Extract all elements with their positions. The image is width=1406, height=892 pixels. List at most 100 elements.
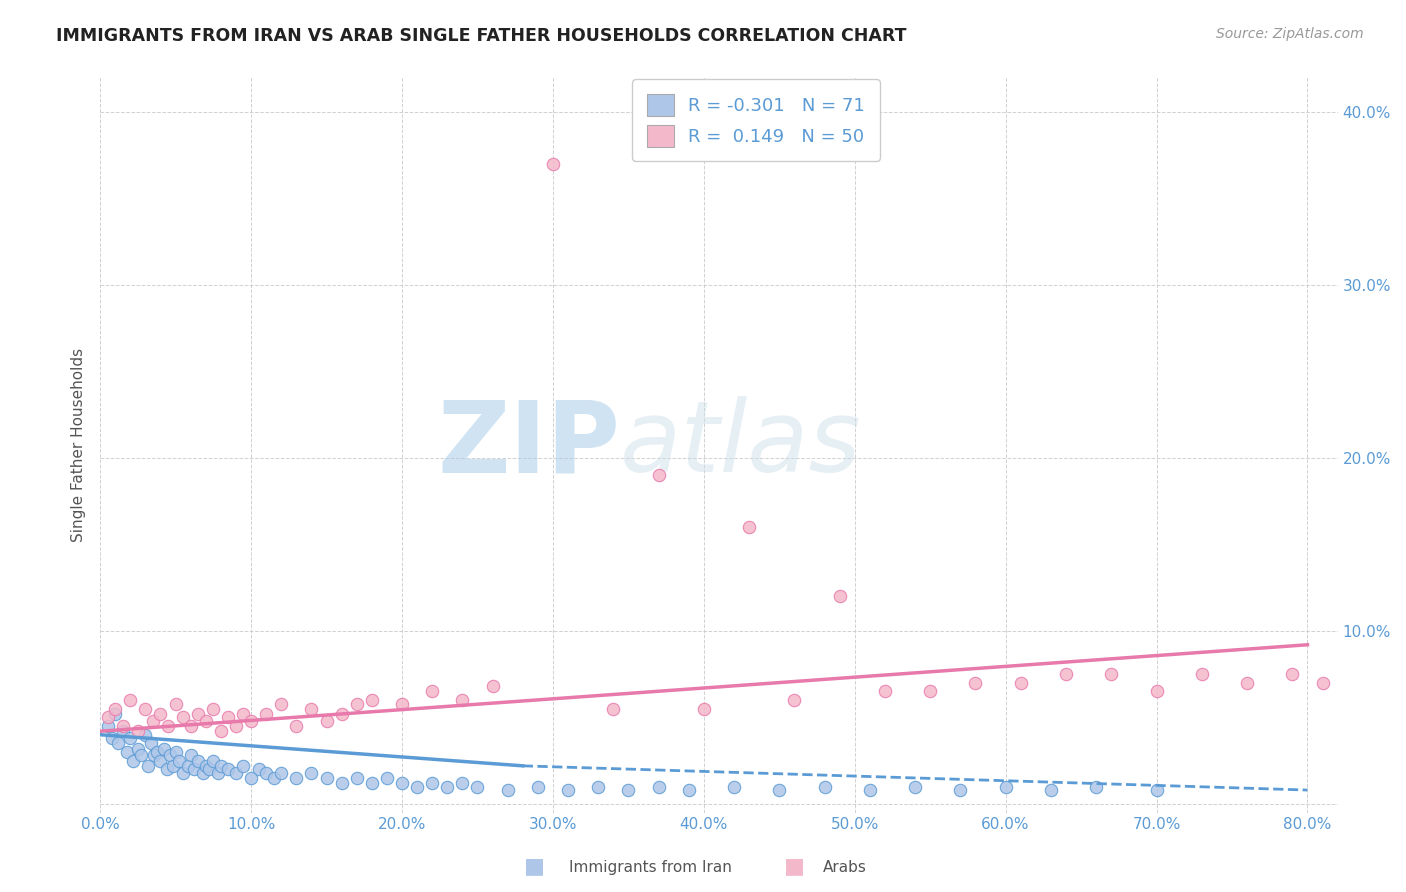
Point [1236,675,1258,690]
Point [330,776,353,790]
Point [285,771,308,785]
Point [146,745,169,759]
Point [263,771,285,785]
Point [1039,783,1062,797]
Point [143,748,166,763]
Point [202,754,225,768]
Text: Immigrants from Iran: Immigrants from Iran [569,861,733,875]
Point [965,675,987,690]
Point [117,745,139,759]
Y-axis label: Single Father Households: Single Father Households [72,348,86,542]
Point [157,719,180,733]
Text: ■: ■ [785,856,804,876]
Point [904,780,927,794]
Point [541,157,564,171]
Point [172,765,194,780]
Point [285,719,308,733]
Point [346,771,368,785]
Point [360,776,382,790]
Point [197,762,219,776]
Point [209,759,232,773]
Point [138,759,160,773]
Point [141,736,163,750]
Text: ■: ■ [524,856,544,876]
Point [315,771,337,785]
Point [167,754,190,768]
Point [1146,783,1168,797]
Point [391,776,413,790]
Point [225,719,247,733]
Point [1085,780,1108,794]
Point [723,780,745,794]
Point [247,762,270,776]
Point [176,759,198,773]
Point [1099,667,1122,681]
Point [1191,667,1213,681]
Point [315,714,337,728]
Text: atlas: atlas [620,396,862,493]
Point [1281,667,1303,681]
Point [693,702,716,716]
Point [97,719,120,733]
Point [375,771,398,785]
Point [299,765,322,780]
Point [360,693,382,707]
Point [873,684,896,698]
Point [1010,675,1032,690]
Point [436,780,458,794]
Point [120,693,142,707]
Point [270,765,292,780]
Point [270,697,292,711]
Point [165,745,187,759]
Point [104,706,127,721]
Point [180,719,202,733]
Point [122,754,145,768]
Point [783,693,806,707]
Point [217,710,239,724]
Point [97,710,120,724]
Point [813,780,835,794]
Point [406,780,429,794]
Point [127,724,149,739]
Text: Source: ZipAtlas.com: Source: ZipAtlas.com [1216,27,1364,41]
Point [496,783,519,797]
Point [240,771,263,785]
Point [738,520,761,534]
Point [165,697,187,711]
Point [225,765,247,780]
Point [127,741,149,756]
Point [155,762,177,776]
Point [134,702,156,716]
Point [420,684,443,698]
Point [149,706,172,721]
Point [526,780,548,794]
Point [104,702,127,716]
Point [120,731,142,746]
Point [467,780,489,794]
Point [768,783,790,797]
Point [202,702,225,716]
Point [107,736,129,750]
Point [194,759,217,773]
Point [1146,684,1168,698]
Point [678,783,700,797]
Point [920,684,942,698]
Point [111,724,134,739]
Point [451,693,474,707]
Point [101,731,124,746]
Text: ZIP: ZIP [437,396,620,493]
Point [207,765,229,780]
Point [240,714,263,728]
Point [111,719,134,733]
Point [172,710,194,724]
Point [586,780,609,794]
Point [162,759,184,773]
Point [180,748,202,763]
Point [187,754,209,768]
Point [194,714,217,728]
Point [451,776,474,790]
Point [346,697,368,711]
Point [159,748,181,763]
Point [391,697,413,711]
Point [183,762,205,776]
